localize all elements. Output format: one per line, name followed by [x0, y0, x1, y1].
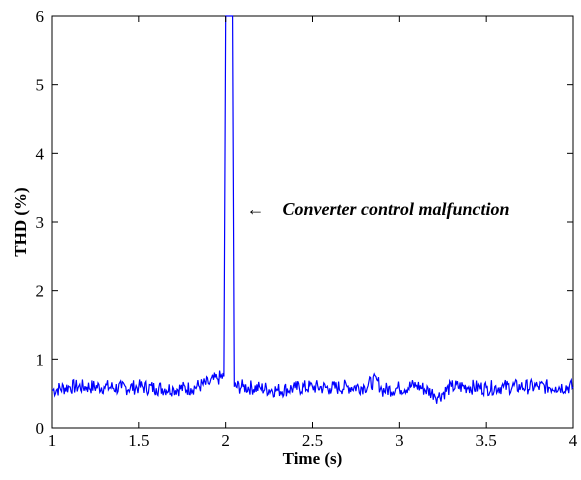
- x-axis-ticks: 1 1.5 2 2.5 3 3.5 4: [48, 16, 578, 450]
- annotation: ← Converter control malfunction: [247, 199, 510, 219]
- plot-area: [51, 15, 574, 429]
- annotation-text: Converter control malfunction: [283, 199, 510, 219]
- x-tick-label: 2: [221, 431, 230, 450]
- series-line-thd: [52, 15, 574, 404]
- y-axis-ticks: 0 1 2 3 4 5 6: [36, 7, 573, 438]
- y-tick-label: 2: [36, 282, 45, 301]
- y-tick-label: 4: [36, 144, 45, 163]
- plot-frame: [51, 15, 574, 429]
- x-tick-label: 2.5: [302, 431, 323, 450]
- y-tick-label: 1: [36, 350, 45, 369]
- x-tick-label: 1: [48, 431, 57, 450]
- y-axis-label: THD (%): [11, 187, 30, 256]
- y-tick-label: 5: [36, 76, 45, 95]
- x-tick-label: 3.5: [476, 431, 497, 450]
- y-tick-label: 6: [36, 7, 45, 26]
- x-tick-label: 1.5: [128, 431, 149, 450]
- y-tick-label: 0: [36, 419, 45, 438]
- y-tick-label: 3: [36, 213, 45, 232]
- x-tick-label: 4: [569, 431, 578, 450]
- x-axis-label: Time (s): [283, 449, 343, 468]
- x-tick-label: 3: [395, 431, 404, 450]
- annotation-arrow-icon: ←: [247, 199, 265, 219]
